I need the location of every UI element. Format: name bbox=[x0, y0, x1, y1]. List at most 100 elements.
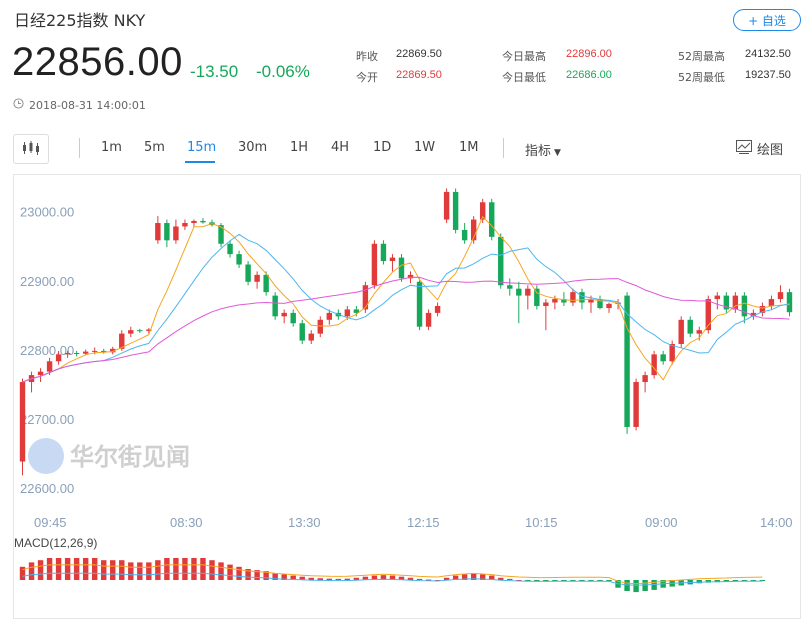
chart-area[interactable]: 华尔街见闻 23000.00 22900.00 22800.00 22700.00 226… bbox=[13, 174, 801, 619]
candle-body bbox=[110, 348, 116, 353]
macd-bar bbox=[561, 580, 567, 581]
candle-body bbox=[425, 312, 432, 327]
macd-bar bbox=[759, 580, 766, 581]
prev-close-label: 昨收 bbox=[356, 50, 378, 63]
x-tick-label: 12:15 bbox=[407, 515, 440, 530]
macd-bar bbox=[470, 573, 477, 580]
macd-bar bbox=[723, 580, 730, 582]
macd-bar bbox=[633, 580, 639, 593]
macd-bar bbox=[218, 562, 224, 580]
day-high-label: 今日最高 bbox=[502, 50, 546, 63]
macd-dif-line bbox=[22, 564, 763, 585]
interval-1m[interactable]: 1m bbox=[101, 140, 122, 155]
macd-bar bbox=[28, 562, 35, 580]
macd-label: MACD(12,26,9) bbox=[14, 536, 97, 550]
macd-bar bbox=[128, 562, 134, 580]
candle-body bbox=[705, 299, 711, 331]
toolbar-divider bbox=[503, 138, 504, 158]
candle-body bbox=[507, 285, 513, 289]
macd-bar bbox=[606, 580, 612, 582]
candle-body bbox=[534, 288, 540, 306]
macd-bar bbox=[489, 575, 495, 580]
macd-bar bbox=[579, 580, 585, 581]
interval-1h[interactable]: 1H bbox=[290, 140, 309, 155]
add-watchlist-button[interactable]: + 自选 bbox=[733, 9, 801, 31]
candle-body bbox=[714, 295, 721, 300]
y-tick-label: 22900.00 bbox=[20, 274, 74, 289]
draw-label: 绘图 bbox=[756, 143, 783, 158]
candle-body bbox=[651, 354, 657, 376]
macd-bar bbox=[164, 558, 170, 580]
candle-body bbox=[552, 299, 558, 303]
candle-body bbox=[633, 382, 639, 427]
candle-body bbox=[570, 292, 576, 303]
candle-body bbox=[344, 309, 351, 317]
draw-chart-icon bbox=[735, 139, 752, 158]
day-high-value: 22896.00 bbox=[566, 48, 612, 60]
watermark-text: 华尔街见闻 bbox=[70, 443, 190, 471]
candle-body bbox=[624, 295, 630, 427]
candle-body bbox=[777, 292, 784, 300]
candle-body bbox=[91, 350, 98, 352]
macd-bar bbox=[191, 558, 197, 580]
macd-bar bbox=[443, 577, 450, 580]
candle-body bbox=[119, 333, 125, 349]
macd-bar bbox=[407, 577, 414, 580]
indicator-dropdown[interactable]: 指标 ▼ bbox=[525, 140, 561, 159]
candle-body bbox=[155, 223, 161, 241]
candle-body bbox=[73, 352, 80, 354]
candle-body bbox=[606, 303, 612, 309]
candle-body bbox=[236, 254, 242, 265]
open-value: 22869.50 bbox=[396, 69, 442, 81]
interval-1month[interactable]: 1M bbox=[459, 140, 479, 155]
macd-bar bbox=[46, 558, 53, 580]
interval-1w[interactable]: 1W bbox=[414, 140, 436, 155]
macd-bar bbox=[119, 560, 125, 580]
x-tick-label: 14:00 bbox=[760, 515, 793, 530]
macd-bar bbox=[425, 579, 432, 581]
interval-1d[interactable]: 1D bbox=[373, 140, 392, 155]
candle-body bbox=[470, 219, 477, 241]
interval-4h[interactable]: 4H bbox=[331, 140, 350, 155]
macd-bar bbox=[146, 562, 152, 580]
draw-button[interactable]: 绘图 bbox=[735, 139, 783, 158]
candle-body bbox=[741, 295, 748, 317]
macd-bar bbox=[263, 571, 269, 580]
macd-bar bbox=[73, 558, 80, 580]
candle-body bbox=[669, 344, 675, 362]
macd-bar bbox=[308, 577, 314, 580]
clock-icon bbox=[13, 98, 24, 112]
candlestick-chart[interactable]: 华尔街见闻 23000.00 22900.00 22800.00 22700.00 226… bbox=[14, 175, 800, 618]
macd-bar bbox=[155, 560, 161, 580]
candle-body bbox=[642, 375, 648, 383]
candle-body bbox=[191, 220, 197, 224]
interval-30m[interactable]: 30m bbox=[238, 140, 268, 155]
candle-body bbox=[461, 229, 468, 241]
macd-bar bbox=[272, 573, 278, 580]
day-low-value: 22686.00 bbox=[566, 69, 612, 81]
candle-body bbox=[389, 257, 396, 262]
candle-body bbox=[290, 312, 296, 324]
macd-bar bbox=[182, 558, 188, 580]
candle-body bbox=[218, 225, 224, 244]
candle-body bbox=[353, 309, 360, 313]
candle-body bbox=[416, 281, 423, 327]
candle-body bbox=[597, 299, 603, 309]
candle-body bbox=[498, 236, 504, 286]
candlestick-type-button[interactable] bbox=[13, 134, 49, 164]
macd-bar bbox=[200, 558, 206, 580]
candle-body bbox=[516, 288, 522, 296]
open-label: 今开 bbox=[356, 71, 378, 84]
candle-body bbox=[489, 202, 495, 237]
interval-15m[interactable]: 15m bbox=[187, 140, 217, 155]
macd-bar bbox=[552, 580, 558, 581]
y-tick-label: 22700.00 bbox=[20, 412, 74, 427]
interval-5m[interactable]: 5m bbox=[144, 140, 165, 155]
candle-body bbox=[696, 330, 702, 334]
macd-bar bbox=[55, 558, 62, 580]
candle-body bbox=[579, 292, 585, 303]
ma-line-30 bbox=[22, 276, 790, 383]
day-low-label: 今日最低 bbox=[502, 71, 546, 84]
macd-bar bbox=[543, 580, 549, 582]
macd-bar bbox=[236, 566, 242, 580]
